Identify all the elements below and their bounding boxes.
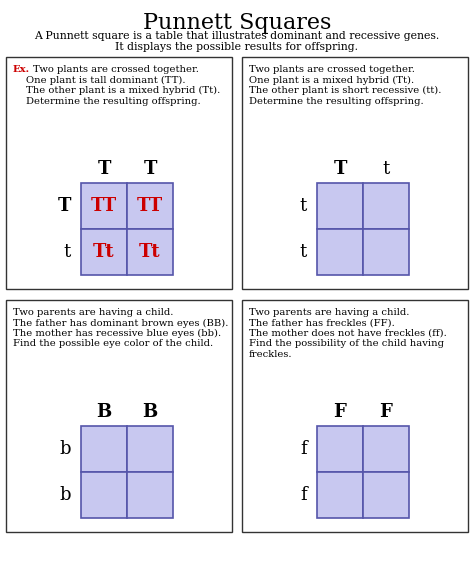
Bar [317,183,363,229]
Bar [6,57,232,289]
Text: t: t [383,160,390,178]
Text: T: T [58,197,71,215]
Text: Determine the resulting offspring.: Determine the resulting offspring. [249,96,424,106]
Text: t: t [300,243,307,261]
Text: f: f [301,440,307,458]
Text: The other plant is short recessive (tt).: The other plant is short recessive (tt). [249,86,441,95]
Text: Punnett Squares: Punnett Squares [143,12,331,34]
Text: One plant is tall dominant (TT).: One plant is tall dominant (TT). [26,75,185,85]
Bar [317,472,363,518]
Text: B: B [142,403,158,421]
Text: Two plants are crossed together.: Two plants are crossed together. [249,65,415,74]
Bar [81,229,127,275]
Text: Two parents are having a child.: Two parents are having a child. [13,308,173,317]
Bar [363,426,409,472]
Text: B: B [96,403,111,421]
Bar [317,229,363,275]
Text: TT: TT [91,197,117,215]
Text: The father has freckles (FF).: The father has freckles (FF). [249,318,395,328]
Text: T: T [97,160,111,178]
Bar [363,229,409,275]
Text: freckles.: freckles. [249,350,292,359]
Text: Tt: Tt [93,243,115,261]
Text: A Punnett square is a table that illustrates dominant and recessive genes.: A Punnett square is a table that illustr… [35,31,439,41]
Bar [242,300,468,532]
Bar [127,229,173,275]
Bar [363,183,409,229]
Text: T: T [143,160,157,178]
Text: TT: TT [137,197,163,215]
Text: Determine the resulting offspring.: Determine the resulting offspring. [26,96,201,106]
Text: The father has dominant brown eyes (BB).: The father has dominant brown eyes (BB). [13,318,228,328]
Text: It displays the possible results for offspring.: It displays the possible results for off… [116,42,358,52]
Bar [127,426,173,472]
Bar [242,57,468,289]
Text: Find the possible eye color of the child.: Find the possible eye color of the child… [13,339,213,349]
Bar [6,300,232,532]
Text: Two plants are crossed together.: Two plants are crossed together. [33,65,199,74]
Bar [81,472,127,518]
Text: Find the possibility of the child having: Find the possibility of the child having [249,339,444,349]
Text: f: f [301,486,307,504]
Text: Tt: Tt [139,243,161,261]
Text: One plant is a mixed hybrid (Tt).: One plant is a mixed hybrid (Tt). [249,75,414,85]
Text: t: t [64,243,71,261]
Text: The other plant is a mixed hybrid (Tt).: The other plant is a mixed hybrid (Tt). [26,86,220,95]
Bar [127,183,173,229]
Text: Ex.: Ex. [13,65,30,74]
Text: F: F [334,403,346,421]
Text: F: F [380,403,392,421]
Text: The mother has recessive blue eyes (bb).: The mother has recessive blue eyes (bb). [13,329,221,338]
Bar [81,183,127,229]
Bar [81,426,127,472]
Text: T: T [333,160,346,178]
Text: b: b [60,440,71,458]
Bar [363,472,409,518]
Text: b: b [60,486,71,504]
Text: t: t [300,197,307,215]
Text: Two parents are having a child.: Two parents are having a child. [249,308,410,317]
Bar [127,472,173,518]
Text: The mother does not have freckles (ff).: The mother does not have freckles (ff). [249,329,447,338]
Bar [317,426,363,472]
